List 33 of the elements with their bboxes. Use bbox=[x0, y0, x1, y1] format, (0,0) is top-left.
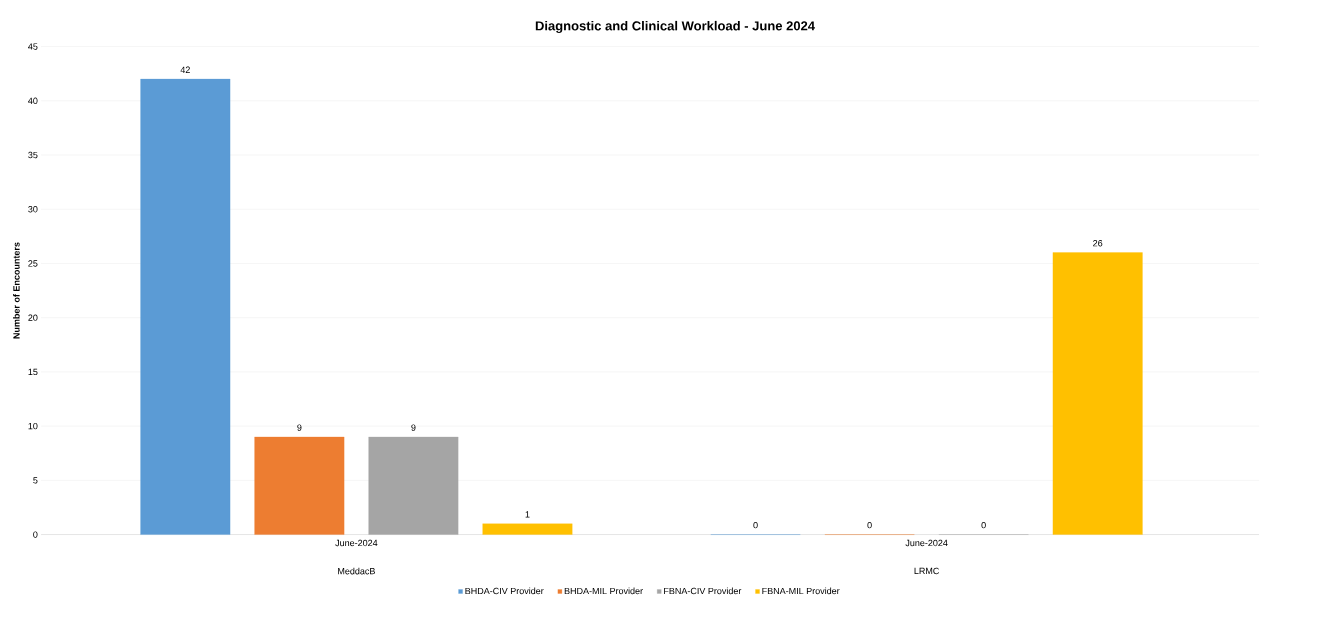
legend-label: FBNA-MIL Provider bbox=[762, 587, 840, 595]
y-axis-title: Number of Encounters bbox=[13, 242, 20, 339]
y-tick-label: 25 bbox=[28, 260, 38, 267]
text: LRMC bbox=[914, 567, 940, 575]
legend-label: FBNA-CIV Provider bbox=[664, 587, 742, 595]
data-label: 0 bbox=[981, 521, 986, 529]
data-label: 42 bbox=[180, 66, 190, 73]
text: MeddacB bbox=[338, 567, 375, 575]
y-tick-label: 30 bbox=[28, 206, 38, 213]
bar bbox=[140, 78, 231, 535]
y-tick-label: 35 bbox=[28, 151, 38, 159]
bar bbox=[1052, 252, 1143, 535]
x-tick-label: June-2024 bbox=[335, 539, 378, 547]
x-tick-label: June-2024 bbox=[905, 539, 948, 547]
data-label: 9 bbox=[411, 424, 416, 431]
bar bbox=[254, 436, 345, 535]
data-label: 9 bbox=[297, 424, 302, 431]
y-tick-label: 15 bbox=[28, 368, 38, 376]
data-label: 1 bbox=[525, 511, 530, 518]
legend-label: BHDA-CIV Provider bbox=[465, 587, 544, 595]
legend-label: BHDA-MIL Provider bbox=[564, 587, 643, 595]
y-tick-label: 40 bbox=[28, 97, 38, 104]
y-tick-label: 20 bbox=[28, 314, 38, 321]
y-tick-label: 5 bbox=[33, 477, 38, 484]
data-label: 0 bbox=[867, 521, 872, 529]
data-label: 26 bbox=[1093, 240, 1103, 247]
data-label: 0 bbox=[753, 521, 758, 529]
bar bbox=[368, 436, 459, 535]
y-tick-label: 0 bbox=[33, 531, 38, 538]
chart-title: Diagnostic and Clinical Workload - June 2024 bbox=[535, 20, 815, 34]
bar bbox=[482, 523, 573, 535]
y-tick-label: 45 bbox=[28, 43, 38, 50]
y-tick-label: 10 bbox=[28, 422, 38, 430]
